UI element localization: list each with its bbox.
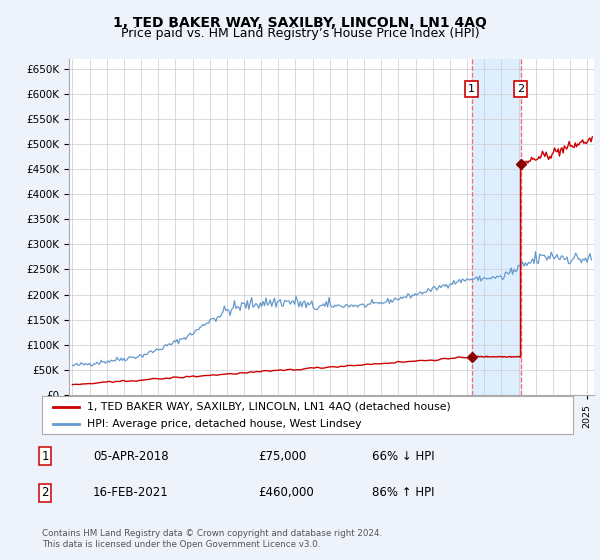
Text: 2: 2 (517, 84, 524, 94)
Text: 1, TED BAKER WAY, SAXILBY, LINCOLN, LN1 4AQ (detached house): 1, TED BAKER WAY, SAXILBY, LINCOLN, LN1 … (87, 402, 451, 412)
Text: Price paid vs. HM Land Registry’s House Price Index (HPI): Price paid vs. HM Land Registry’s House … (121, 27, 479, 40)
Text: £75,000: £75,000 (258, 450, 306, 463)
Text: HPI: Average price, detached house, West Lindsey: HPI: Average price, detached house, West… (87, 419, 362, 430)
Text: 05-APR-2018: 05-APR-2018 (93, 450, 169, 463)
Text: Contains HM Land Registry data © Crown copyright and database right 2024.
This d: Contains HM Land Registry data © Crown c… (42, 529, 382, 549)
Text: 1: 1 (468, 84, 475, 94)
Text: 86% ↑ HPI: 86% ↑ HPI (372, 486, 434, 500)
Text: £460,000: £460,000 (258, 486, 314, 500)
Text: 16-FEB-2021: 16-FEB-2021 (93, 486, 169, 500)
Bar (472, 59, 521, 395)
Text: 1, TED BAKER WAY, SAXILBY, LINCOLN, LN1 4AQ: 1, TED BAKER WAY, SAXILBY, LINCOLN, LN1 … (113, 16, 487, 30)
Text: 66% ↓ HPI: 66% ↓ HPI (372, 450, 434, 463)
Text: 2: 2 (41, 486, 49, 500)
Text: 1: 1 (41, 450, 49, 463)
